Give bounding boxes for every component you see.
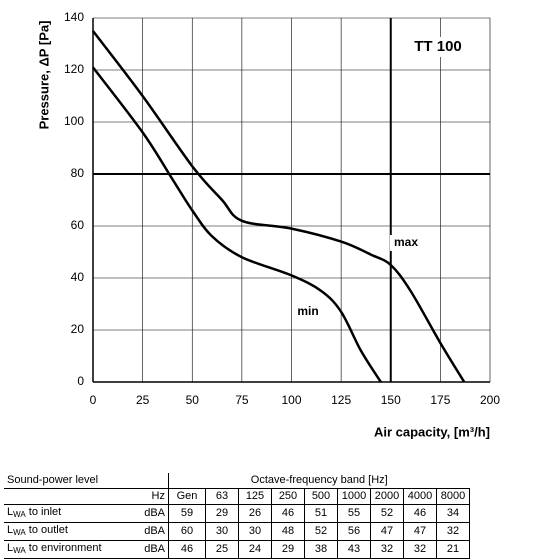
- x-tick-label: 75: [235, 393, 249, 407]
- table-cell: LWA to inlet: [4, 504, 130, 523]
- y-axis-label: Pressure, ΔP [Pa]: [36, 21, 51, 130]
- y-tick-label: 60: [71, 218, 85, 232]
- table-row: LWA to outlet dBA 60 30 30 48 52 56 47 47 32: [4, 522, 470, 541]
- table-cell: 500: [304, 488, 338, 505]
- y-tick-label: 40: [71, 270, 85, 284]
- table-cell: Gen: [168, 488, 206, 505]
- curve-label: max: [394, 235, 418, 249]
- table-row: LWA to inlet dBA 59 29 26 46 51 55 52 46 34: [4, 504, 470, 523]
- row-label: L: [7, 542, 14, 554]
- table-cell: 32: [370, 540, 404, 559]
- curve: [92, 30, 466, 383]
- table-cell: 60: [168, 522, 206, 541]
- table-cell: 32: [436, 522, 470, 541]
- table-cell: 43: [337, 540, 371, 559]
- table-cell: 56: [337, 522, 371, 541]
- table-cell: LWA to environment: [4, 540, 130, 559]
- table-cell: 59: [168, 504, 206, 523]
- curve-label: min: [297, 304, 318, 318]
- table-cell: 55: [337, 504, 371, 523]
- table-cell: 2000: [370, 488, 404, 505]
- chart: 0 20 40 60 80 100 120 140 0 25 50 75 100 125 150 175 200…: [36, 10, 500, 439]
- table-cell: 51: [304, 504, 338, 523]
- label-bg: [390, 235, 422, 251]
- table-cell: 29: [271, 540, 305, 559]
- table-cell: dBA: [130, 522, 169, 541]
- table-cell: 52: [370, 504, 404, 523]
- table-cell: Hz: [130, 488, 169, 505]
- table-cell: 29: [205, 504, 239, 523]
- x-tick-label: 125: [331, 393, 351, 407]
- table-cell: 63: [205, 488, 239, 505]
- table-cell: Sound-power level: [4, 473, 169, 489]
- y-tick-label: 140: [64, 10, 84, 24]
- x-tick-label: 0: [90, 393, 97, 407]
- x-tick-label: 175: [430, 393, 450, 407]
- table-cell: 24: [238, 540, 272, 559]
- table-cell: 38: [304, 540, 338, 559]
- title-bg: [408, 37, 468, 57]
- table-cell: dBA: [130, 540, 169, 559]
- table-cell: 25: [205, 540, 239, 559]
- table-cell: dBA: [130, 504, 169, 523]
- row-label: to outlet: [25, 524, 68, 536]
- table-cell: 4000: [403, 488, 437, 505]
- x-tick-label: 50: [186, 393, 200, 407]
- x-tick-label: 100: [281, 393, 301, 407]
- x-tick-label: 200: [480, 393, 500, 407]
- table-row: LWA to environment dBA 46 25 24 29 38 43 32 32 21: [4, 540, 470, 559]
- y-tick-label: 120: [64, 62, 84, 76]
- table-row: Hz Gen 63 125 250 500 1000 2000 4000 8000: [4, 488, 470, 505]
- table-cell: 47: [370, 522, 404, 541]
- table-cell: 48: [271, 522, 305, 541]
- curve: [92, 66, 382, 383]
- row-label: L: [7, 506, 14, 518]
- table-cell: LWA to outlet: [4, 522, 130, 541]
- row-label: WA: [13, 546, 26, 555]
- y-tick-label: 100: [64, 114, 84, 128]
- table-row: Sound-power level Octave-frequency band […: [4, 473, 470, 489]
- table-cell: 8000: [436, 488, 470, 505]
- table-cell: 125: [238, 488, 272, 505]
- table-cell: 32: [403, 540, 437, 559]
- label-bg: [292, 304, 324, 320]
- table-cell: 30: [205, 522, 239, 541]
- y-tick-label: 80: [71, 166, 85, 180]
- row-label: WA: [13, 510, 26, 519]
- table-cell: 46: [168, 540, 206, 559]
- chart-title: TT 100: [414, 38, 462, 55]
- row-label: WA: [13, 528, 26, 537]
- sound-table: Sound-power level Octave-frequency band […: [4, 473, 470, 559]
- table-cell: [4, 488, 130, 505]
- table-cell: 250: [271, 488, 305, 505]
- y-tick-label: 0: [77, 374, 84, 388]
- table-cell: 34: [436, 504, 470, 523]
- table-cell: 21: [436, 540, 470, 559]
- y-tick-label: 20: [71, 322, 85, 336]
- table-cell: 46: [271, 504, 305, 523]
- table-cell: 47: [403, 522, 437, 541]
- table-cell: 52: [304, 522, 338, 541]
- x-tick-label: 150: [381, 393, 401, 407]
- table-cell: 1000: [337, 488, 371, 505]
- row-label: to inlet: [25, 506, 62, 518]
- row-label: L: [7, 524, 14, 536]
- table-cell: 30: [238, 522, 272, 541]
- x-tick-label: 25: [136, 393, 150, 407]
- table-cell: 46: [403, 504, 437, 523]
- table-cell: 26: [238, 504, 272, 523]
- x-axis-label: Air capacity, [m³/h]: [374, 424, 490, 439]
- row-label: to environment: [25, 542, 102, 554]
- table-cell: Octave-frequency band [Hz]: [168, 473, 470, 489]
